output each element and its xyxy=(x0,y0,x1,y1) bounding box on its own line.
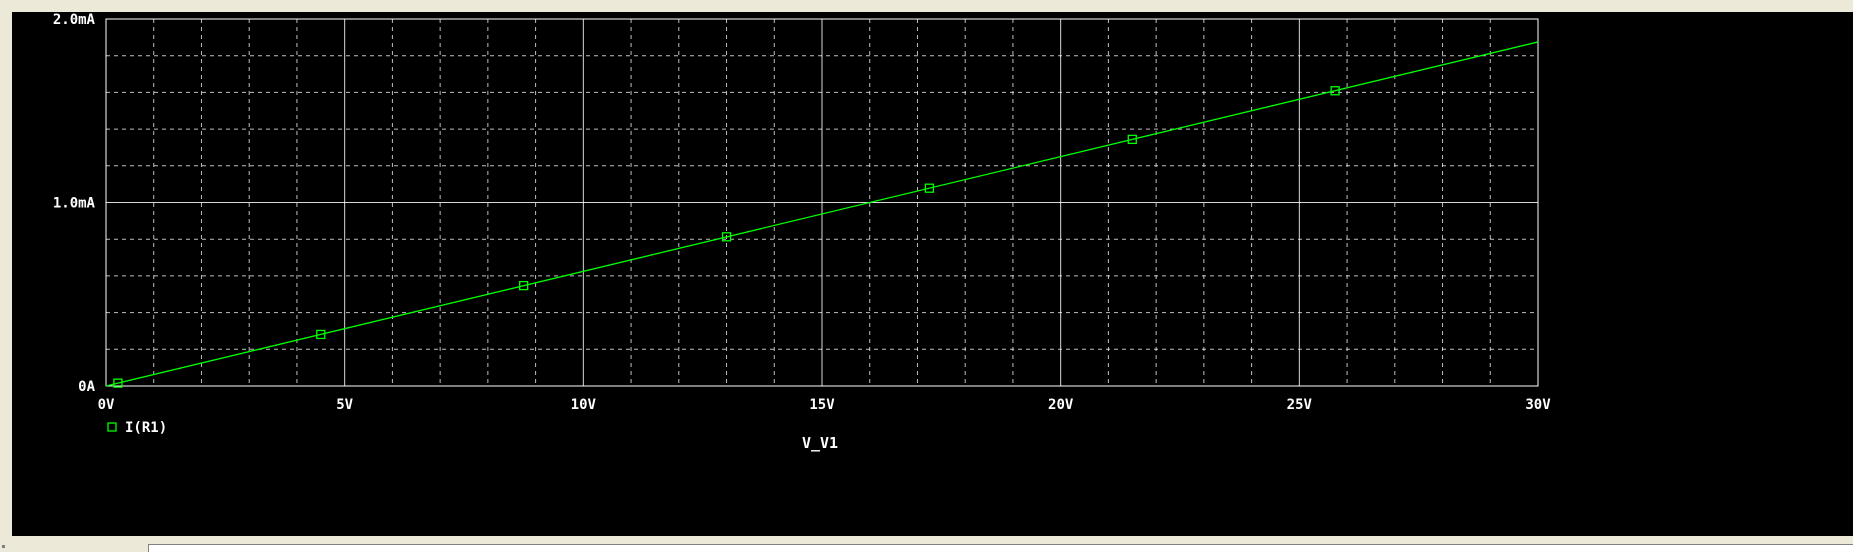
x-tick-label: 5V xyxy=(336,397,353,413)
x-tick-label: 20V xyxy=(1048,397,1074,413)
x-tick-label: 25V xyxy=(1287,397,1313,413)
x-tick-label: 10V xyxy=(571,397,597,413)
x-tick-label: 15V xyxy=(809,397,835,413)
y-tick-label: 0A xyxy=(78,379,95,395)
status-indicator-icon xyxy=(2,545,5,548)
plot-area[interactable]: 0V 5V 10V 15V 20V 25V 30V 0A 1.0mA 2.0mA V_V1 I(R1) xyxy=(12,12,1853,536)
y-tick-label: 2.0mA xyxy=(53,12,96,28)
data-point-marker xyxy=(316,329,326,340)
data-point-marker xyxy=(1330,86,1340,96)
series-line xyxy=(105,41,1539,387)
data-point-marker xyxy=(924,183,935,193)
data-point-marker xyxy=(1127,134,1137,145)
legend-marker-icon xyxy=(107,422,117,432)
data-point-marker xyxy=(519,280,529,291)
y-tick-label: 1.0mA xyxy=(53,196,96,212)
data-point-marker xyxy=(113,378,123,388)
x-tick-label: 0V xyxy=(98,397,115,413)
x-axis-label: V_V1 xyxy=(802,434,838,452)
plot-border xyxy=(105,18,1539,387)
chart-svg: 0V 5V 10V 15V 20V 25V 30V 0A 1.0mA 2.0mA V_V1 I(R1) xyxy=(53,12,1551,452)
x-tick-label: 30V xyxy=(1525,397,1551,413)
status-panel xyxy=(148,544,1853,552)
data-point-marker xyxy=(721,232,732,242)
legend-label[interactable]: I(R1) xyxy=(125,420,167,436)
